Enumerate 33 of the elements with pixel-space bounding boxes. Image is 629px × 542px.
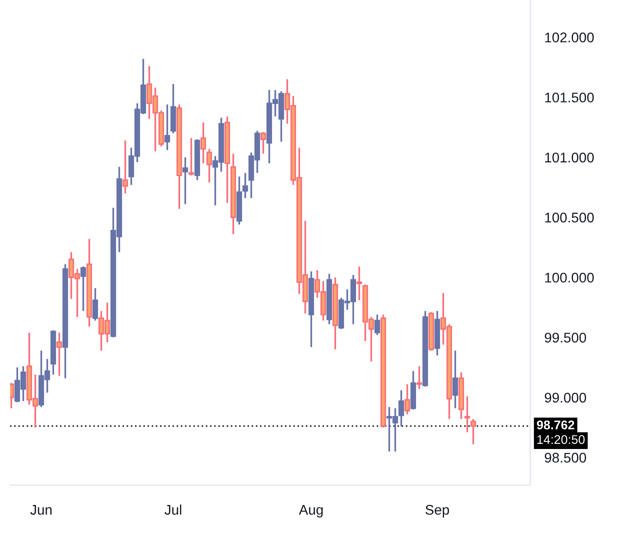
y-tick-label: 100.000 (545, 272, 594, 283)
ref-line-label: 98.762 (536, 420, 574, 430)
candlestick (200, 122, 206, 164)
candlestick (356, 266, 362, 302)
candlestick (452, 350, 458, 410)
candlestick (260, 131, 266, 155)
x-tick-label: Sep (426, 504, 450, 518)
candlestick (182, 156, 188, 205)
candlestick (122, 140, 128, 194)
candlestick (188, 137, 194, 176)
candlestick (404, 383, 410, 416)
candlestick (416, 365, 422, 390)
y-tick-label: 98.500 (544, 452, 586, 463)
y-tick-label: 102.000 (545, 32, 594, 42)
text: 14:20:50 (537, 435, 585, 444)
x-tick-label: Jul (164, 504, 182, 515)
x-tick-label: Aug (298, 505, 323, 518)
candlestick (56, 332, 62, 377)
candlestick (92, 287, 98, 322)
candlestick (206, 148, 212, 184)
candlestick (242, 172, 248, 199)
candlestick (164, 104, 170, 151)
y-tick-label: 100.500 (545, 212, 594, 222)
y-tick-label: 99.000 (544, 392, 586, 403)
y-tick-label: 101.500 (545, 92, 594, 102)
candlestick (464, 395, 470, 434)
candlestick (470, 418, 476, 446)
x-tick-label: Jun (30, 505, 52, 515)
y-tick-label: 101.000 (545, 152, 594, 162)
candlestick (398, 389, 404, 428)
candlestick (80, 266, 86, 312)
y-tick-label: 99.500 (544, 332, 586, 343)
candlestick (374, 314, 380, 336)
